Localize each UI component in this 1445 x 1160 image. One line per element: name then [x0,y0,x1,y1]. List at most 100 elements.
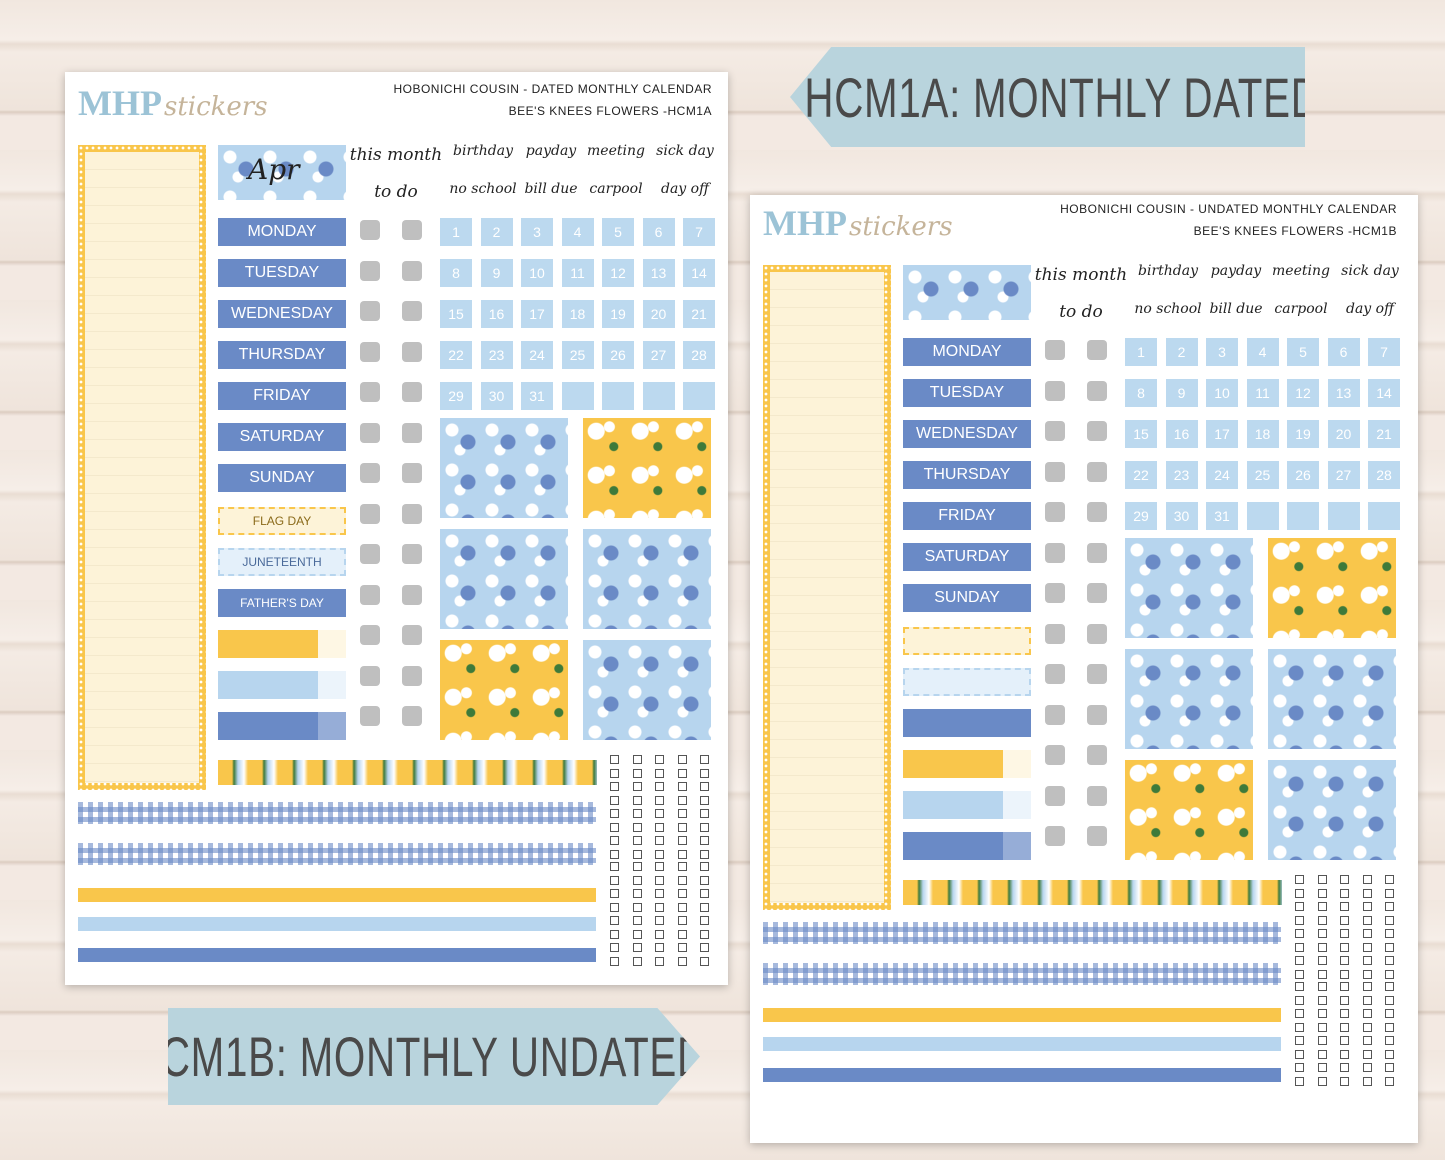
checkbox [610,875,619,885]
checkbox [1362,956,1372,965]
checkbox [677,755,687,764]
checkbox [1362,929,1372,938]
checkbox [1317,1049,1327,1059]
label-sticker: day off [660,181,710,197]
checkbox [610,836,619,845]
date-sticker: 12 [1287,379,1319,407]
icon-sticker [1087,785,1107,806]
washi-strip [78,888,596,902]
checkbox [1362,995,1372,1005]
label-sticker: birthday [453,143,513,159]
label-sticker: no school [1134,301,1202,317]
label-sticker: no school [449,181,517,197]
holiday-sticker [903,709,1031,737]
checkbox [1362,942,1372,952]
checkbox [655,795,664,805]
header-text: to do [1059,302,1103,322]
washi-strip [78,802,596,824]
icon-sticker [1045,745,1065,765]
checkbox [1317,956,1327,965]
checkbox [655,943,664,952]
floral-square [1125,538,1253,638]
icon-sticker [402,301,422,321]
date-sticker: 21 [683,300,715,328]
day-sticker: SUNDAY [218,464,346,492]
washi-strip [78,917,596,931]
date-sticker: 16 [480,300,513,328]
checkbox [1385,888,1394,898]
checkbox [1362,902,1372,911]
logo-brand: MHP [763,203,847,243]
date-sticker: 14 [1368,379,1400,407]
checkbox [1317,1022,1327,1032]
checkbox [1295,915,1304,925]
checkbox [610,889,619,898]
icon-sticker [1087,704,1107,725]
date-sticker: 22 [1125,461,1157,489]
icon-sticker [1087,542,1107,563]
label-sticker: carpool [589,181,643,197]
checkbox [1340,929,1349,938]
checkbox [1295,1036,1304,1045]
icon-sticker [402,463,422,483]
checkbox [700,782,709,791]
day-sticker: SUNDAY [903,584,1031,612]
date-sticker: 19 [1287,420,1319,448]
date-sticker: 23 [480,341,513,369]
checkbox [700,836,709,845]
checkbox [700,889,709,898]
date-sticker: 8 [1125,379,1157,407]
checkbox [632,782,642,791]
washi-strip [763,922,1281,944]
checkbox [632,875,642,885]
icon-sticker [1087,623,1107,644]
date-sticker: 8 [440,259,472,287]
checkbox [1340,902,1349,911]
date-sticker: 15 [1125,420,1157,448]
checkbox [1362,915,1372,925]
checkbox [1340,942,1349,952]
icon-sticker [360,341,380,362]
date-sticker: 25 [1246,461,1279,489]
date-sticker: 27 [1327,461,1360,489]
checkbox [1385,1022,1394,1032]
date-sticker: 6 [1327,338,1360,366]
month-header: Apr [218,145,346,200]
checkbox [1340,969,1349,979]
label-sticker: sick day [656,143,714,159]
label-sticker: carpool [1274,301,1328,317]
checkbox [1317,875,1327,884]
floral-square [1268,538,1396,638]
holiday-sticker: FLAG DAY [218,507,346,535]
checkbox [700,849,709,859]
date-sticker: 17 [521,300,553,328]
checkbox [1317,1076,1327,1086]
checkbox [1385,1076,1394,1086]
icon-sticker [1045,340,1065,360]
floral-square [1268,649,1396,749]
checkbox [1362,1022,1372,1032]
checkbox [632,822,642,832]
icon-sticker [360,665,380,686]
checkbox [1295,1022,1304,1032]
checkbox [1317,929,1327,938]
icon-sticker [1045,542,1065,563]
date-sticker: 29 [1125,502,1157,530]
checkbox [700,902,709,912]
date-sticker: 19 [602,300,634,328]
checkbox [677,956,687,966]
color-bar-end [318,671,346,699]
sheet-title: HOBONICHI COUSIN - DATED MONTHLY CALENDA… [393,82,712,96]
checkbox [1385,1049,1394,1059]
checkbox [677,836,687,845]
banner: HCM1B: MONTHLY UNDATED [168,1008,700,1105]
label-sticker: bill due [1209,301,1263,317]
checkbox [1317,915,1327,925]
date-sticker [602,382,634,410]
date-sticker: 21 [1368,420,1400,448]
date-sticker [1287,502,1319,530]
logo-brand: MHP [78,83,162,123]
checkbox [655,875,664,885]
color-bar-end [318,630,346,658]
color-bar [218,671,318,699]
